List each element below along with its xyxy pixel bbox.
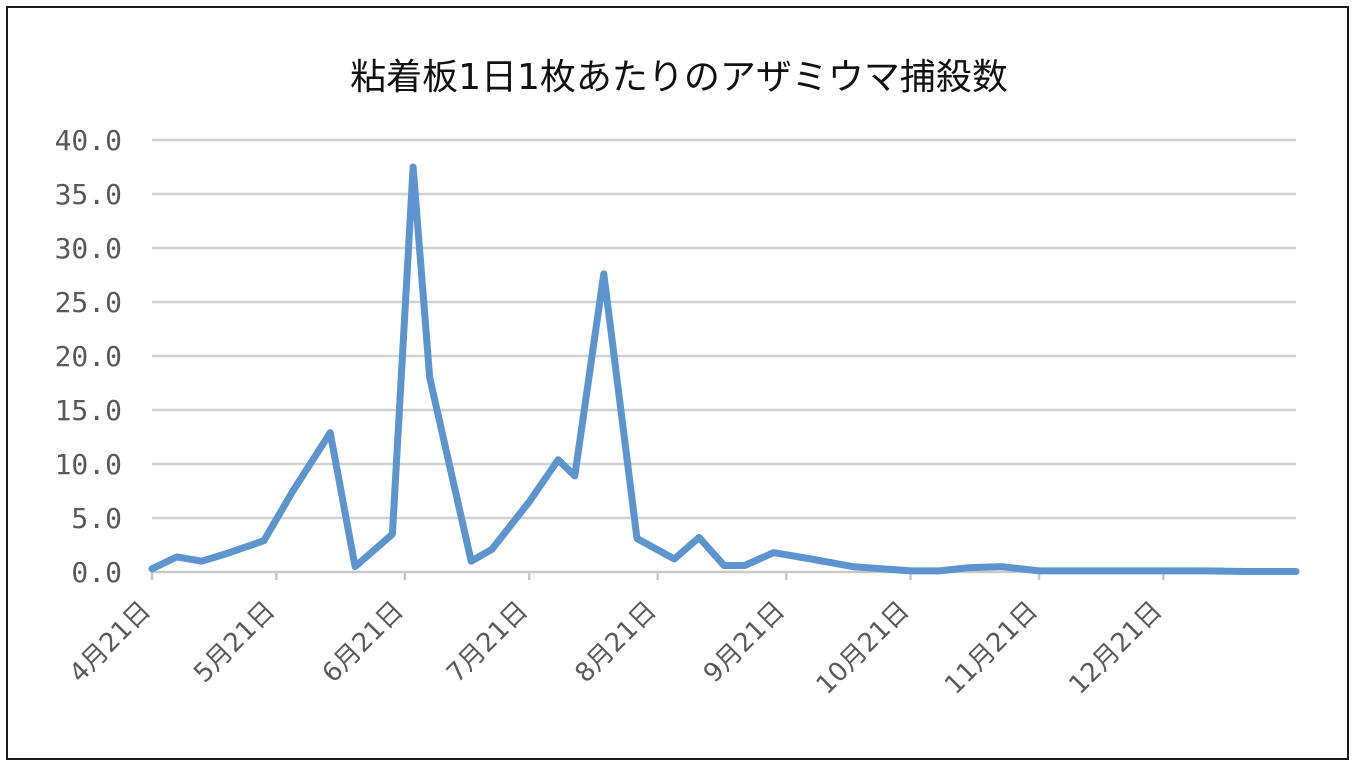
y-axis-ticks: 0.0 5.0 10.0 15.0 20.0 25.0 30.0 35.0 40.0 [55,124,122,589]
x-tick-label: 9月21日 [698,596,791,689]
y-tick-label: 10.0 [55,448,122,481]
gridlines [152,138,1296,520]
x-tick-label: 8月21日 [570,596,663,689]
x-tick-label: 11月21日 [939,596,1044,701]
chart-title: 粘着板1日1枚あたりのアザミウマ捕殺数 [350,57,1008,98]
y-tick-label: 20.0 [55,340,122,373]
series-layer [148,163,1300,575]
y-tick-label: 0.0 [71,556,122,589]
x-tick-label: 10月21日 [811,596,916,701]
y-tick-label: 5.0 [71,502,122,535]
y-tick-label: 15.0 [55,394,122,427]
series-line [148,163,1300,575]
y-tick-label: 30.0 [55,232,122,265]
x-tick-label: 6月21日 [317,596,410,689]
chart-frame [6,6,1349,760]
x-tick-label: 7月21日 [441,596,534,689]
x-tick-label: 4月21日 [64,596,157,689]
x-tick-label: 12月21日 [1064,596,1169,701]
y-tick-label: 35.0 [55,178,122,211]
y-tick-label: 25.0 [55,286,122,319]
x-axis-ticks: 4月21日 5月21日 6月21日 7月21日 8月21日 9月21日 10月21日 11月2… [64,572,1168,701]
x-tick-label: 5月21日 [188,596,281,689]
y-tick-label: 40.0 [55,124,122,157]
